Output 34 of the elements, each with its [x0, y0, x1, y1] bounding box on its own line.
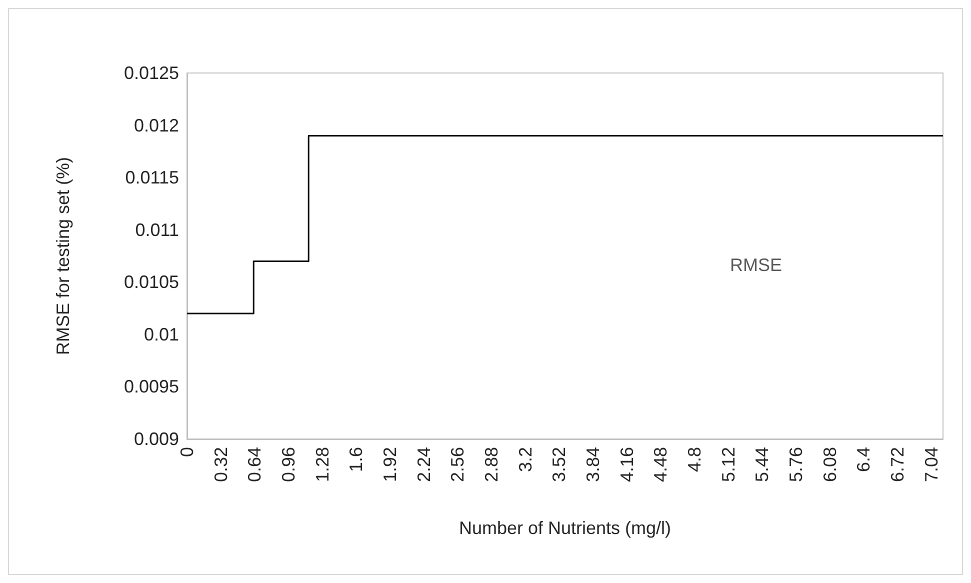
- x-tick-label: 6.72: [888, 447, 908, 482]
- x-tick-label: 0.64: [244, 447, 265, 482]
- x-tick-label: 5.76: [786, 447, 806, 482]
- y-tick-label: 0.0115: [125, 168, 179, 188]
- x-tick-label: 3.2: [515, 447, 536, 472]
- x-tick-label: 4.48: [650, 447, 671, 482]
- y-axis-title: RMSE for testing set (%): [53, 156, 73, 356]
- x-tick-label: 5.12: [718, 447, 738, 482]
- x-axis-title: Number of Nutrients (mg/l): [458, 518, 672, 538]
- y-tick-label: 0.011: [135, 220, 179, 240]
- y-tick-label: 0.0105: [124, 272, 179, 292]
- x-tick-label: 6.4: [854, 447, 874, 472]
- y-tick-label: 0.009: [134, 429, 179, 449]
- x-tick-label: 0.96: [278, 447, 299, 482]
- annotation: RMSE: [730, 255, 782, 275]
- x-tick-label: 5.44: [752, 447, 772, 482]
- x-tick-label: 0: [177, 447, 197, 458]
- x-tick-label: 1.92: [380, 447, 400, 482]
- y-tick-label: 0.0095: [124, 376, 179, 397]
- x-tick-label: 1.28: [312, 447, 332, 482]
- x-tick-label: 2.24: [414, 447, 434, 482]
- x-tick-label: 3.52: [549, 447, 570, 482]
- x-tick-label: 1.6: [346, 447, 366, 472]
- x-tick-label: 4.16: [616, 447, 637, 482]
- y-tick-label: 0.01: [144, 324, 179, 344]
- x-tick-label: 2.88: [482, 447, 502, 482]
- y-tick-label: 0.012: [134, 115, 179, 136]
- y-tick-label: 0.0125: [124, 63, 179, 83]
- x-tick-label: 7.04: [921, 447, 942, 482]
- x-tick-label: 6.08: [820, 447, 840, 482]
- x-tick-label: 3.84: [583, 447, 604, 482]
- x-tick-label: 4.8: [684, 447, 705, 472]
- x-tick-label: 2.56: [448, 447, 468, 482]
- x-tick-label: 0.32: [210, 447, 231, 482]
